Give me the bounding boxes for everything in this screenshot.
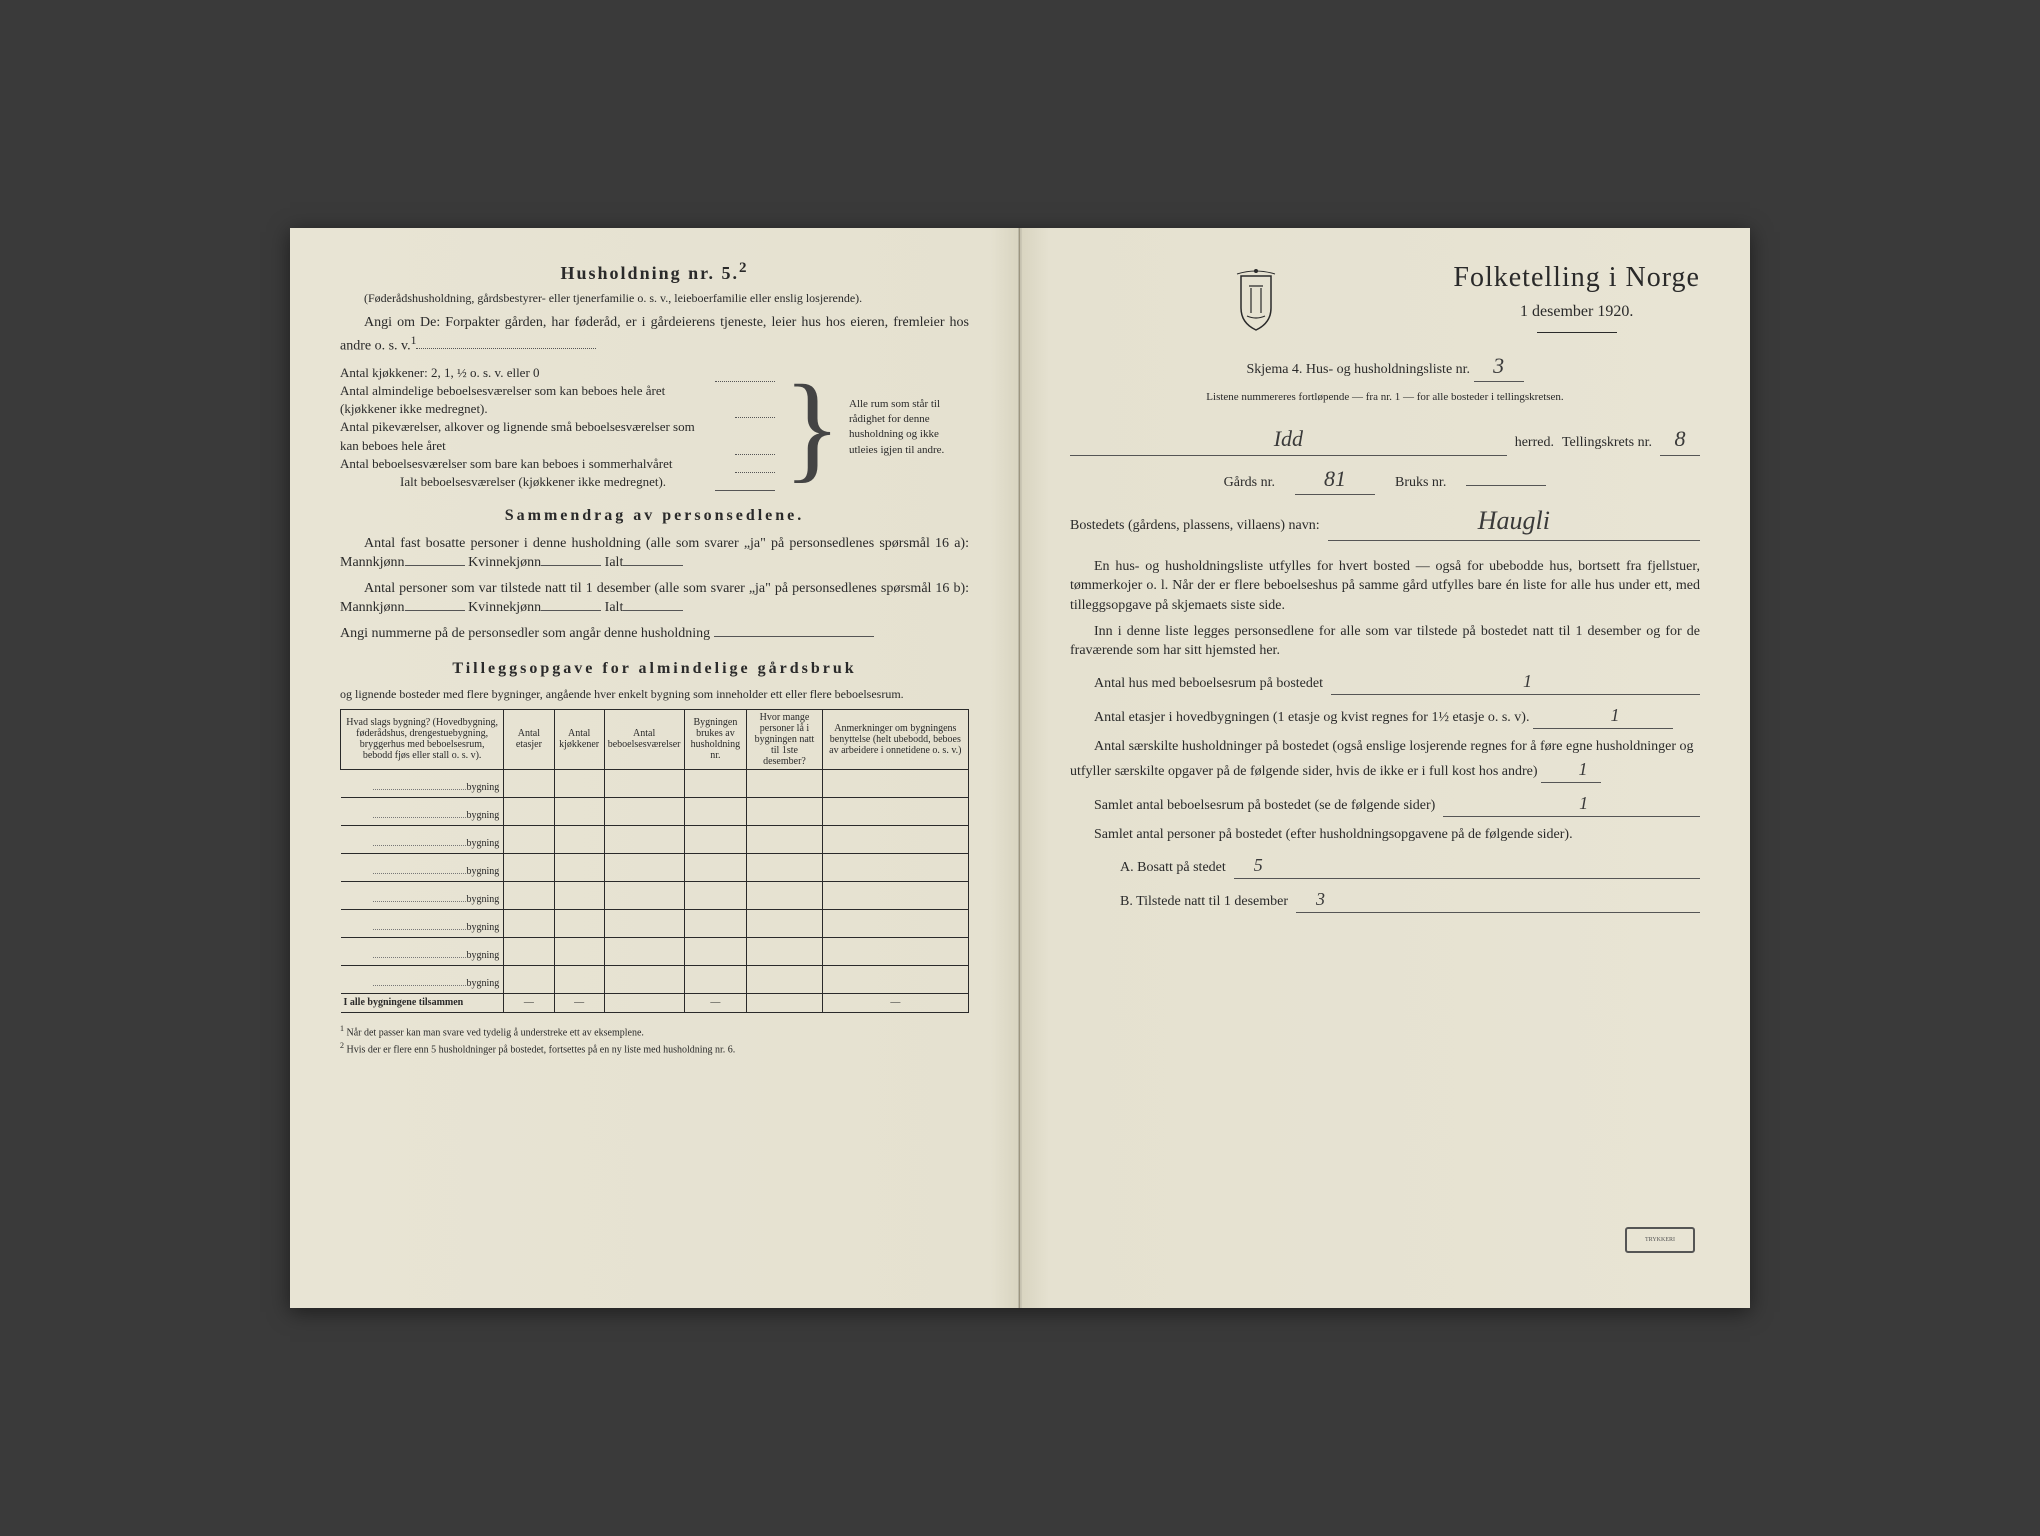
household-title: Husholdning nr. 5.2 — [340, 258, 969, 286]
summary-title: Sammendrag av personsedlene. — [340, 505, 969, 527]
census-document: Husholdning nr. 5.2 (Føderådshusholdning… — [290, 228, 1750, 1308]
q5: Samlet antal personer på bostedet (efter… — [1070, 825, 1700, 845]
th-vaerelser: Antal beboelsesværelser — [604, 709, 684, 769]
summary-line-2: Antal personer som var tilstede natt til… — [340, 579, 969, 618]
qA: A. Bosatt på stedet 5 — [1070, 853, 1700, 879]
bosted-line: Bostedets (gårdens, plassens, villaens) … — [1070, 503, 1700, 540]
left-page: Husholdning nr. 5.2 (Føderådshusholdning… — [290, 228, 1020, 1308]
th-bygning: Hvad slags bygning? (Hovedbygning, føder… — [341, 709, 504, 769]
summary-line-3: Angi nummerne på de personsedler som ang… — [340, 624, 969, 644]
th-etasjer: Antal etasjer — [504, 709, 554, 769]
table-row: bygning — [341, 769, 969, 797]
main-title: Folketelling i Norge — [1453, 258, 1700, 297]
list-note: Listene nummereres fortløpende — fra nr.… — [1070, 390, 1700, 405]
tillegg-sub: og lignende bosteder med flere bygninger… — [340, 686, 969, 703]
q2: Antal etasjer i hovedbygningen (1 etasje… — [1070, 703, 1700, 729]
q3: Antal særskilte husholdninger på bostede… — [1070, 737, 1700, 783]
date: 1 desember 1920. — [1453, 301, 1700, 323]
table-row: bygning — [341, 937, 969, 965]
right-page: Folketelling i Norge 1 desember 1920. Sk… — [1020, 228, 1750, 1308]
curly-brace: } — [783, 379, 841, 475]
brace-note: Alle rum som står til rådighet for denne… — [849, 364, 969, 491]
q4: Samlet antal beboelsesrum på bostedet (s… — [1070, 791, 1700, 817]
rooms-brace-block: Antal kjøkkener: 2, 1, ½ o. s. v. eller … — [340, 364, 969, 491]
th-kjokkener: Antal kjøkkener — [554, 709, 604, 769]
gards-line: Gårds nr. 81 Bruks nr. — [1070, 464, 1700, 496]
summary-line-1: Antal fast bosatte personer i denne hush… — [340, 534, 969, 573]
qB: B. Tilstede natt til 1 desember 3 — [1070, 887, 1700, 913]
table-row: bygning — [341, 909, 969, 937]
table-row: bygning — [341, 881, 969, 909]
q1: Antal hus med beboelsesrum på bostedet 1 — [1070, 669, 1700, 695]
household-sub1: (Føderådshusholdning, gårdsbestyrer- ell… — [340, 290, 969, 307]
printer-stamp: TRYKKERI — [1625, 1227, 1695, 1253]
household-sub2: Angi om De: Forpakter gården, har føderå… — [340, 313, 969, 356]
herred-line: Idd herred. Tellingskrets nr. 8 — [1070, 424, 1700, 456]
th-husholdning: Bygningen brukes av husholdning nr. — [684, 709, 747, 769]
table-row: bygning — [341, 797, 969, 825]
total-row-label: I alle bygningene tilsammen — [341, 993, 504, 1012]
th-anmerkninger: Anmerkninger om bygningens benyttelse (h… — [822, 709, 968, 769]
table-row: bygning — [341, 825, 969, 853]
table-row: bygning — [341, 853, 969, 881]
footnotes: 1 Når det passer kan man svare ved tydel… — [340, 1023, 969, 1058]
tillegg-title: Tilleggsopgave for almindelige gårdsbruk — [340, 658, 969, 680]
instructions-2: Inn i denne liste legges personsedlene f… — [1070, 622, 1700, 661]
page-fold — [1018, 228, 1022, 1308]
th-personer: Hvor mange personer lå i bygningen natt … — [747, 709, 822, 769]
buildings-table: Hvad slags bygning? (Hovedbygning, føder… — [340, 709, 969, 1013]
coat-of-arms-icon — [1231, 268, 1281, 333]
table-row: bygning — [341, 965, 969, 993]
instructions-1: En hus- og husholdningsliste utfylles fo… — [1070, 557, 1700, 616]
form-number-line: Skjema 4. Hus- og husholdningsliste nr. … — [1070, 351, 1700, 383]
